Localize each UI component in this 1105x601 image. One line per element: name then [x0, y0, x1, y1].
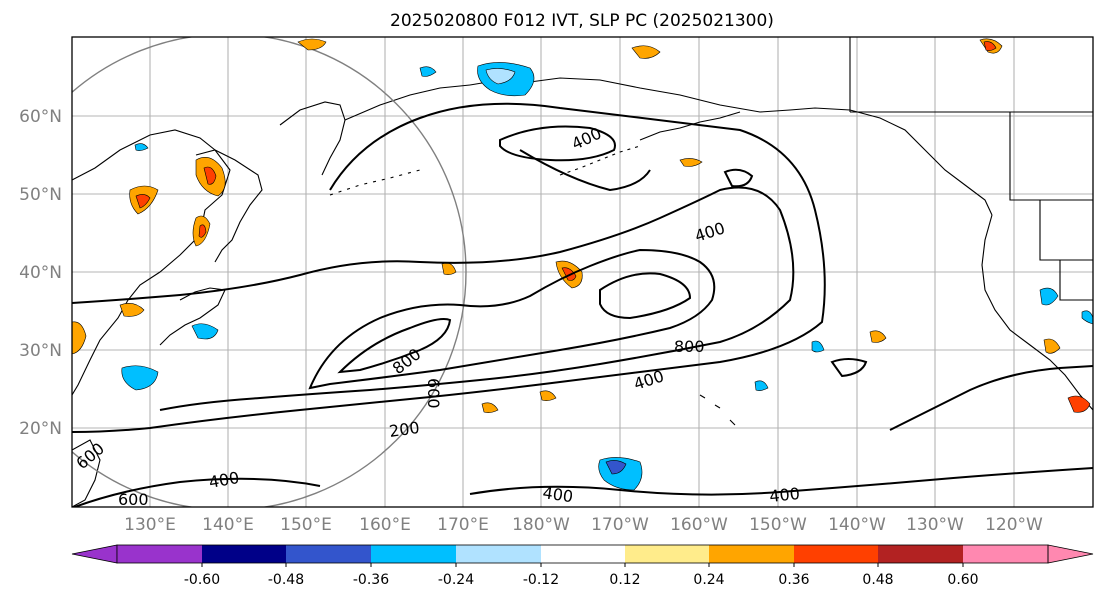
contour-label: 200: [388, 418, 421, 441]
colorbar-tick-label: 0.48: [862, 572, 893, 588]
latitude-labels: 60°N 50°N 40°N 30°N 20°N: [19, 107, 62, 439]
colorbar-swatch: [878, 545, 963, 563]
colorbar-tick-label: -0.36: [353, 572, 389, 588]
longitude-label: 170°E: [437, 515, 489, 535]
colorbar-tick-label: 0.24: [693, 572, 724, 588]
colorbar-swatch: [963, 545, 1048, 563]
longitude-label: 170°W: [591, 515, 649, 535]
latitude-label: 40°N: [19, 263, 62, 283]
contour-label: 600: [424, 378, 443, 409]
graticule: [72, 37, 1093, 507]
longitude-label: 130°E: [124, 515, 176, 535]
map-frame: [71, 36, 1094, 508]
contour-label: 600: [118, 490, 149, 509]
colorbar-swatch: [286, 545, 371, 563]
longitude-label: 140°E: [202, 515, 254, 535]
longitude-label: 150°W: [749, 515, 807, 535]
colorbar-tick-label: 0.12: [609, 572, 640, 588]
slp-pc-shading: [72, 38, 1093, 491]
colorbar-swatch: [625, 545, 709, 563]
colorbar-swatch: [541, 545, 625, 563]
longitude-label: 160°E: [359, 515, 411, 535]
latitude-label: 30°N: [19, 341, 62, 361]
figure-title: 2025020800 F012 IVT, SLP PC (2025021300): [390, 11, 774, 31]
colorbar-swatch: [456, 545, 541, 563]
colorbar-swatch: [794, 545, 878, 563]
colorbar-tick-label: -0.48: [268, 572, 304, 588]
range-ring: [72, 37, 467, 507]
longitude-label: 130°W: [906, 515, 964, 535]
colorbar-swatch: [117, 545, 202, 563]
colorbar-tick-label: -0.60: [184, 572, 220, 588]
colorbar-extend-max: [1047, 544, 1094, 564]
colorbar-tick-label: -0.12: [523, 572, 559, 588]
colorbar: -0.60 -0.48 -0.36 -0.24 -0.12 0.12 0.24 0.36 0.4…: [71, 544, 1094, 588]
ivt-contours: [72, 102, 1093, 507]
longitude-labels: 130°E 140°E 150°E 160°E 170°E 180°W 170°W 160°W…: [124, 515, 1043, 535]
colorbar-tick-label: 0.60: [947, 572, 978, 588]
colorbar-tick-label: 0.36: [778, 572, 809, 588]
latitude-label: 60°N: [19, 107, 62, 127]
colorbar-swatch: [202, 545, 286, 563]
contour-label: 400: [768, 484, 800, 506]
longitude-label: 120°W: [985, 515, 1043, 535]
colorbar-extend-min: [71, 544, 118, 564]
contour-label: 400: [541, 483, 574, 506]
longitude-label: 160°W: [670, 515, 728, 535]
colorbar-tick-label: -0.24: [438, 572, 474, 588]
latitude-label: 20°N: [19, 419, 62, 439]
map-area: 400 400 800 800 600 400 200 400 400 400 …: [72, 37, 1093, 509]
colorbar-outline: [116, 544, 1049, 564]
colorbar-swatch: [371, 545, 456, 563]
latitude-label: 50°N: [19, 185, 62, 205]
coastlines: [72, 37, 1093, 507]
colorbar-swatch: [709, 545, 794, 563]
longitude-label: 150°E: [280, 515, 332, 535]
longitude-label: 180°W: [512, 515, 570, 535]
longitude-label: 140°W: [828, 515, 886, 535]
contour-label: 800: [674, 337, 705, 356]
